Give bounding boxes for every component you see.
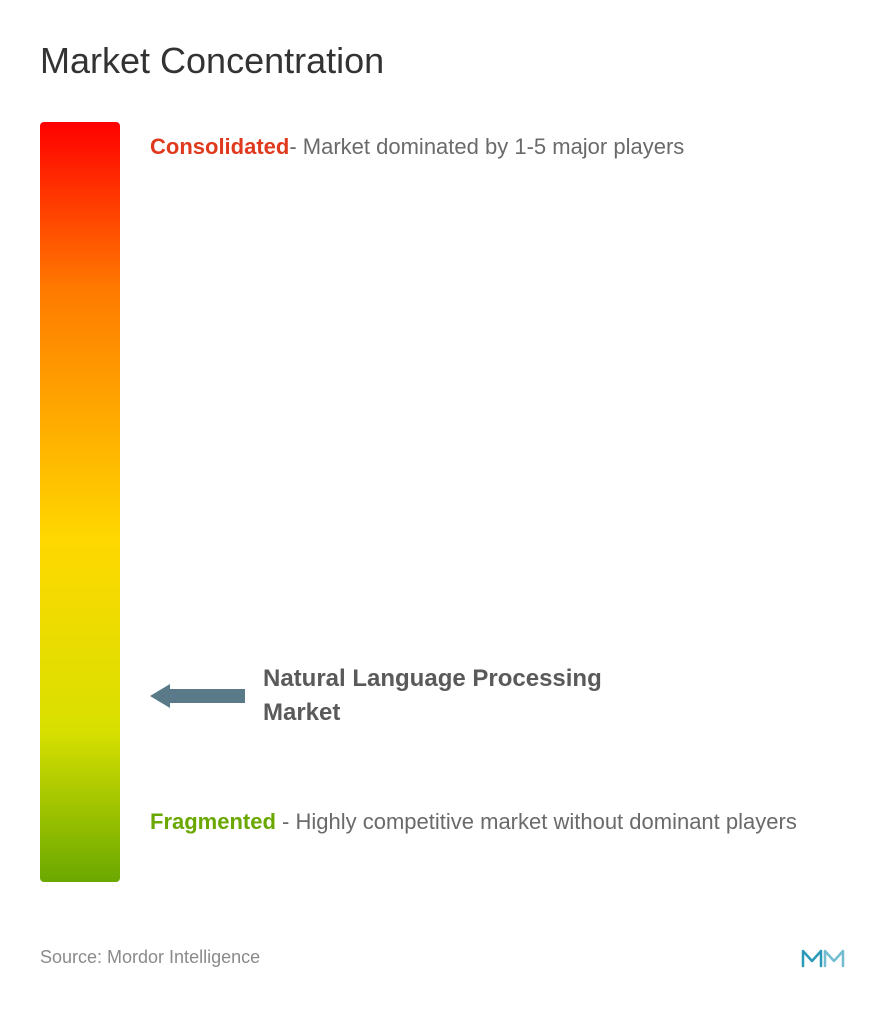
arrow-body-icon — [170, 689, 245, 703]
fragmented-description: - Highly competitive market without domi… — [276, 809, 797, 834]
consolidated-description: - Market dominated by 1-5 major players — [289, 134, 684, 159]
fragmented-block: Fragmented - Highly competitive market w… — [150, 802, 797, 842]
arrow-head-icon — [150, 684, 170, 708]
consolidated-label: Consolidated — [150, 134, 289, 159]
concentration-gradient-bar — [40, 122, 120, 882]
arrow-icon — [150, 684, 245, 708]
consolidated-block: Consolidated- Market dominated by 1-5 ma… — [150, 127, 684, 167]
text-section: Consolidated- Market dominated by 1-5 ma… — [150, 122, 845, 882]
footer: Source: Mordor Intelligence — [40, 935, 845, 979]
market-pointer: Natural Language Processing Market — [150, 662, 683, 729]
market-label: Natural Language Processing Market — [263, 662, 683, 729]
source-text: Source: Mordor Intelligence — [40, 947, 260, 968]
logo-icon — [801, 935, 845, 979]
page-title: Market Concentration — [40, 40, 845, 82]
content-area: Consolidated- Market dominated by 1-5 ma… — [40, 122, 845, 902]
fragmented-label: Fragmented — [150, 809, 276, 834]
